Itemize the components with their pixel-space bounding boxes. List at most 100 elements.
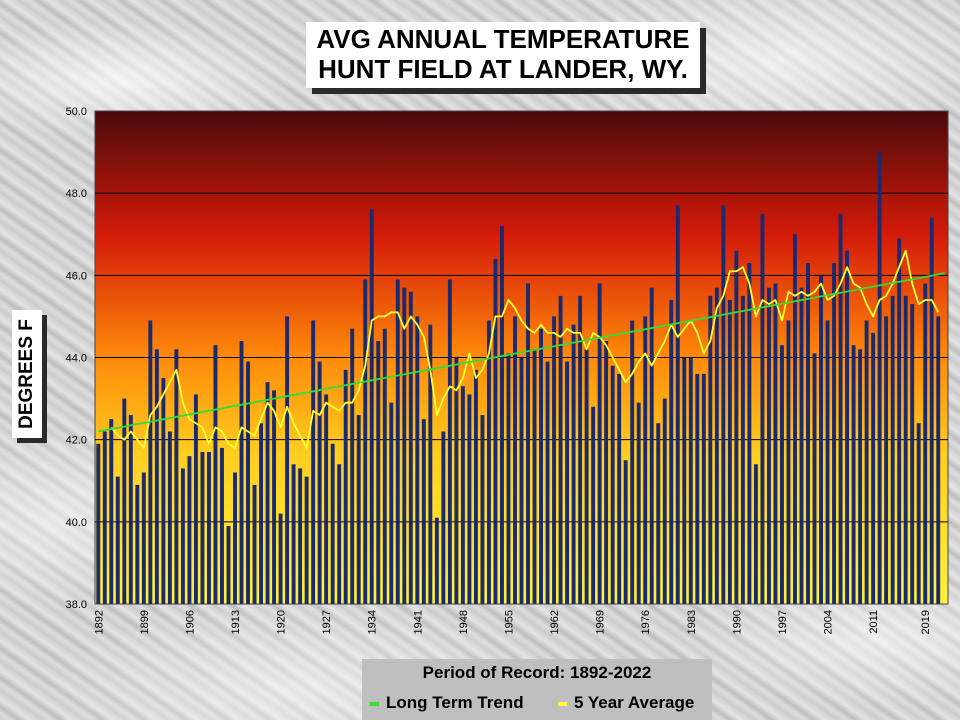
temperature-bar [656, 423, 661, 604]
legend-label-average: 5 Year Average [574, 693, 695, 712]
temperature-bar [278, 513, 283, 604]
temperature-bar [324, 394, 329, 604]
temperature-bar [923, 283, 928, 604]
temperature-bar [239, 341, 244, 604]
x-tick-label: 2019 [920, 610, 932, 634]
temperature-bar [233, 472, 237, 604]
temperature-bar [246, 361, 250, 604]
x-tick-label: 2004 [823, 610, 835, 634]
five-year-average-line [110, 249, 940, 449]
temperature-bar [122, 398, 127, 604]
x-tick-label: 1941 [412, 610, 424, 634]
temperature-bar [864, 320, 869, 604]
temperature-bar [871, 332, 876, 604]
temperature-bar [174, 349, 179, 604]
temperature-bar [154, 349, 159, 604]
temperature-bar [363, 279, 368, 604]
temperature-bar [513, 316, 517, 604]
temperature-bar [773, 283, 778, 604]
temperature-bar [897, 238, 902, 604]
temperature-bar [851, 345, 856, 604]
temperature-bar [421, 419, 426, 604]
temperature-bar [584, 349, 589, 604]
chart-title: AVG ANNUAL TEMPERATURE [316, 24, 690, 54]
temperature-bar [486, 320, 491, 604]
temperature-bar [220, 447, 224, 604]
temperature-bar [753, 464, 758, 604]
temperature-bar [688, 357, 693, 604]
temperature-bar [493, 258, 498, 604]
x-tick-label: 1934 [367, 610, 379, 634]
temperature-bar [877, 152, 882, 605]
temperature-bar [356, 415, 361, 604]
legend-swatch-trend [370, 701, 379, 706]
temperature-bar [701, 373, 706, 604]
temperature-bar [727, 299, 732, 604]
temperature-bar [311, 320, 316, 604]
temperature-bar [460, 386, 465, 604]
temperature-bar [473, 369, 478, 604]
temperature-bar [395, 279, 400, 604]
legend-item-trend: Long Term Trend [370, 693, 524, 713]
temperature-bar [291, 464, 296, 604]
temperature-bar [819, 275, 823, 604]
temperature-bar [519, 357, 524, 604]
temperature-bar [623, 460, 628, 604]
temperature-bar [506, 353, 511, 604]
temperature-bar [167, 431, 172, 604]
x-tick-label: 1948 [458, 610, 470, 634]
temperature-bar [434, 517, 439, 604]
temperature-bar [760, 213, 765, 605]
temperature-bar [558, 295, 563, 604]
temperature-bar [740, 295, 745, 604]
temperature-bar [252, 484, 257, 604]
temperature-bar [213, 345, 218, 604]
temperature-bar [343, 369, 348, 604]
x-tick-label: 1892 [93, 610, 105, 634]
temperature-bar [604, 341, 609, 604]
temperature-bar [259, 423, 263, 604]
temperature-bar [714, 287, 719, 604]
temperature-bar [552, 316, 557, 604]
temperature-bar [226, 525, 231, 604]
temperature-bar [669, 299, 674, 604]
temperature-bar [467, 394, 472, 604]
legend-swatch-average [558, 701, 567, 706]
temperature-bar [304, 476, 309, 604]
temperature-bar [382, 328, 387, 604]
temperature-bar [532, 349, 537, 604]
temperature-bar [734, 250, 739, 604]
x-tick-label: 1976 [640, 610, 652, 634]
temperature-bar [109, 419, 114, 604]
x-tick-label: 1962 [549, 610, 561, 634]
temperature-bar [838, 213, 843, 605]
temperature-bar [825, 320, 830, 604]
temperature-bar [415, 316, 420, 604]
temperature-bar [141, 472, 146, 604]
temperature-bar [441, 431, 446, 604]
temperature-bar [193, 394, 198, 604]
temperature-bar [187, 456, 192, 604]
temperature-bar [96, 443, 101, 604]
temperature-bar [337, 464, 342, 604]
temperature-bar [285, 316, 290, 604]
temperature-bar [135, 484, 140, 604]
temperature-bar [389, 402, 394, 604]
temperature-bar [500, 226, 504, 605]
temperature-bar [454, 357, 459, 604]
legend-title: Period of Record: 1892-2022 [422, 663, 652, 682]
temperature-bar [910, 304, 915, 604]
temperature-bar [526, 283, 530, 604]
temperature-bar [747, 263, 752, 604]
temperature-bar [610, 365, 615, 604]
x-tick-label: 1913 [230, 610, 242, 634]
temperature-bar [890, 295, 895, 604]
temperature-bar [408, 291, 413, 604]
temperature-bar [545, 361, 550, 604]
x-tick-label: 1997 [777, 610, 789, 634]
temperature-bar [845, 250, 850, 604]
temperature-bar [206, 451, 211, 604]
temperature-bar [812, 353, 817, 604]
temperature-bar [376, 341, 381, 604]
x-tick-label: 1983 [686, 610, 698, 634]
